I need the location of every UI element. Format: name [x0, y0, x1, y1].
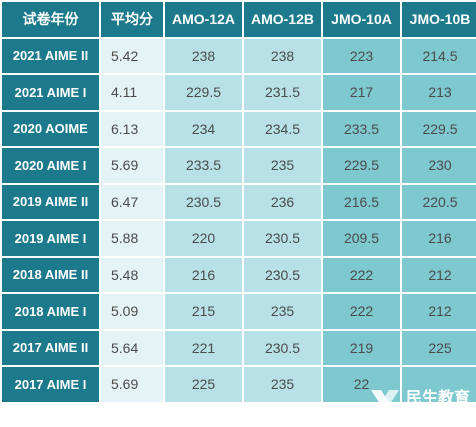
cell-jmo-10a: 217	[323, 75, 400, 110]
cell-jmo-10a: 233.5	[323, 111, 400, 146]
cell-average: 5.88	[101, 221, 163, 256]
cell-year: 2021 AIME I	[2, 75, 99, 110]
cell-amo-12b: 230.5	[244, 330, 321, 365]
cell-jmo-10b: 216	[402, 221, 476, 256]
cell-year: 2020 AIME I	[2, 148, 99, 183]
cell-amo-12b: 235	[244, 148, 321, 183]
score-table: 试卷年份 平均分 AMO-12A AMO-12B JMO-10A JMO-10B…	[2, 2, 476, 402]
cell-average: 6.13	[101, 111, 163, 146]
cell-year: 2018 AIME II	[2, 257, 99, 292]
cell-average: 5.64	[101, 330, 163, 365]
watermark-sub: 上海民生教育	[405, 407, 466, 419]
cell-jmo-10b: 214.5	[402, 38, 476, 73]
cell-amo-12b: 230.5	[244, 221, 321, 256]
cell-amo-12b: 236	[244, 184, 321, 219]
cell-amo-12a: 221	[165, 330, 242, 365]
cell-jmo-10b: 220.5	[402, 184, 476, 219]
cell-average: 4.11	[101, 75, 163, 110]
table-row: 2020 AOIME 6.13 234 234.5 233.5 229.5	[2, 111, 476, 146]
cell-average: 6.47	[101, 184, 163, 219]
cell-amo-12a: 234	[165, 111, 242, 146]
cell-average: 5.69	[101, 148, 163, 183]
header-jmo-10b: JMO-10B	[402, 2, 476, 37]
cell-jmo-10b: 229.5	[402, 111, 476, 146]
table-row: 2021 AIME I 4.11 229.5 231.5 217 213	[2, 75, 476, 110]
cell-amo-12b: 234.5	[244, 111, 321, 146]
header-average: 平均分	[101, 2, 163, 37]
cell-jmo-10a: 216.5	[323, 184, 400, 219]
cell-jmo-10a: 222	[323, 294, 400, 329]
cell-amo-12b: 231.5	[244, 75, 321, 110]
cell-year: 2019 AIME II	[2, 184, 99, 219]
cell-jmo-10a: 229.5	[323, 148, 400, 183]
cell-jmo-10b: 212	[402, 257, 476, 292]
header-amo-12a: AMO-12A	[165, 2, 242, 37]
cell-jmo-10b: 213	[402, 75, 476, 110]
cell-amo-12a: 233.5	[165, 148, 242, 183]
cell-jmo-10b: 212	[402, 294, 476, 329]
table-row: 2019 AIME I 5.88 220 230.5 209.5 216	[2, 221, 476, 256]
table-row: 2021 AIME II 5.42 238 238 223 214.5	[2, 38, 476, 73]
cell-jmo-10a: 223	[323, 38, 400, 73]
table-row: 2019 AIME II 6.47 230.5 236 216.5 220.5	[2, 184, 476, 219]
header-jmo-10a: JMO-10A	[323, 2, 400, 37]
cell-jmo-10a: 22	[323, 367, 400, 402]
cell-amo-12b: 235	[244, 294, 321, 329]
cell-amo-12a: 215	[165, 294, 242, 329]
cell-amo-12a: 238	[165, 38, 242, 73]
cell-jmo-10b: 230	[402, 148, 476, 183]
table-row: 2018 AIME I 5.09 215 235 222 212	[2, 294, 476, 329]
table-row: 2020 AIME I 5.69 233.5 235 229.5 230	[2, 148, 476, 183]
cell-amo-12b: 230.5	[244, 257, 321, 292]
cell-average: 5.69	[101, 367, 163, 402]
table-row: 2017 AIME I 5.69 225 235 22	[2, 367, 476, 402]
cell-average: 5.09	[101, 294, 163, 329]
cell-year: 2017 AIME II	[2, 330, 99, 365]
cell-jmo-10a: 222	[323, 257, 400, 292]
cell-amo-12a: 225	[165, 367, 242, 402]
cell-average: 5.42	[101, 38, 163, 73]
cell-jmo-10b	[402, 367, 476, 402]
table-row: 2018 AIME II 5.48 216 230.5 222 212	[2, 257, 476, 292]
cell-year: 2018 AIME I	[2, 294, 99, 329]
table-row: 2017 AIME II 5.64 221 230.5 219 225	[2, 330, 476, 365]
cell-jmo-10a: 219	[323, 330, 400, 365]
cell-amo-12a: 220	[165, 221, 242, 256]
header-row: 试卷年份 平均分 AMO-12A AMO-12B JMO-10A JMO-10B	[2, 2, 476, 37]
cell-amo-12a: 216	[165, 257, 242, 292]
cell-jmo-10a: 209.5	[323, 221, 400, 256]
cell-jmo-10b: 225	[402, 330, 476, 365]
cell-amo-12b: 235	[244, 367, 321, 402]
cell-amo-12b: 238	[244, 38, 321, 73]
cell-average: 5.48	[101, 257, 163, 292]
header-year: 试卷年份	[2, 2, 99, 37]
cell-year: 2017 AIME I	[2, 367, 99, 402]
cell-amo-12a: 229.5	[165, 75, 242, 110]
cell-year: 2020 AOIME	[2, 111, 99, 146]
cell-amo-12a: 230.5	[165, 184, 242, 219]
cell-year: 2019 AIME I	[2, 221, 99, 256]
header-amo-12b: AMO-12B	[244, 2, 321, 37]
cell-year: 2021 AIME II	[2, 38, 99, 73]
